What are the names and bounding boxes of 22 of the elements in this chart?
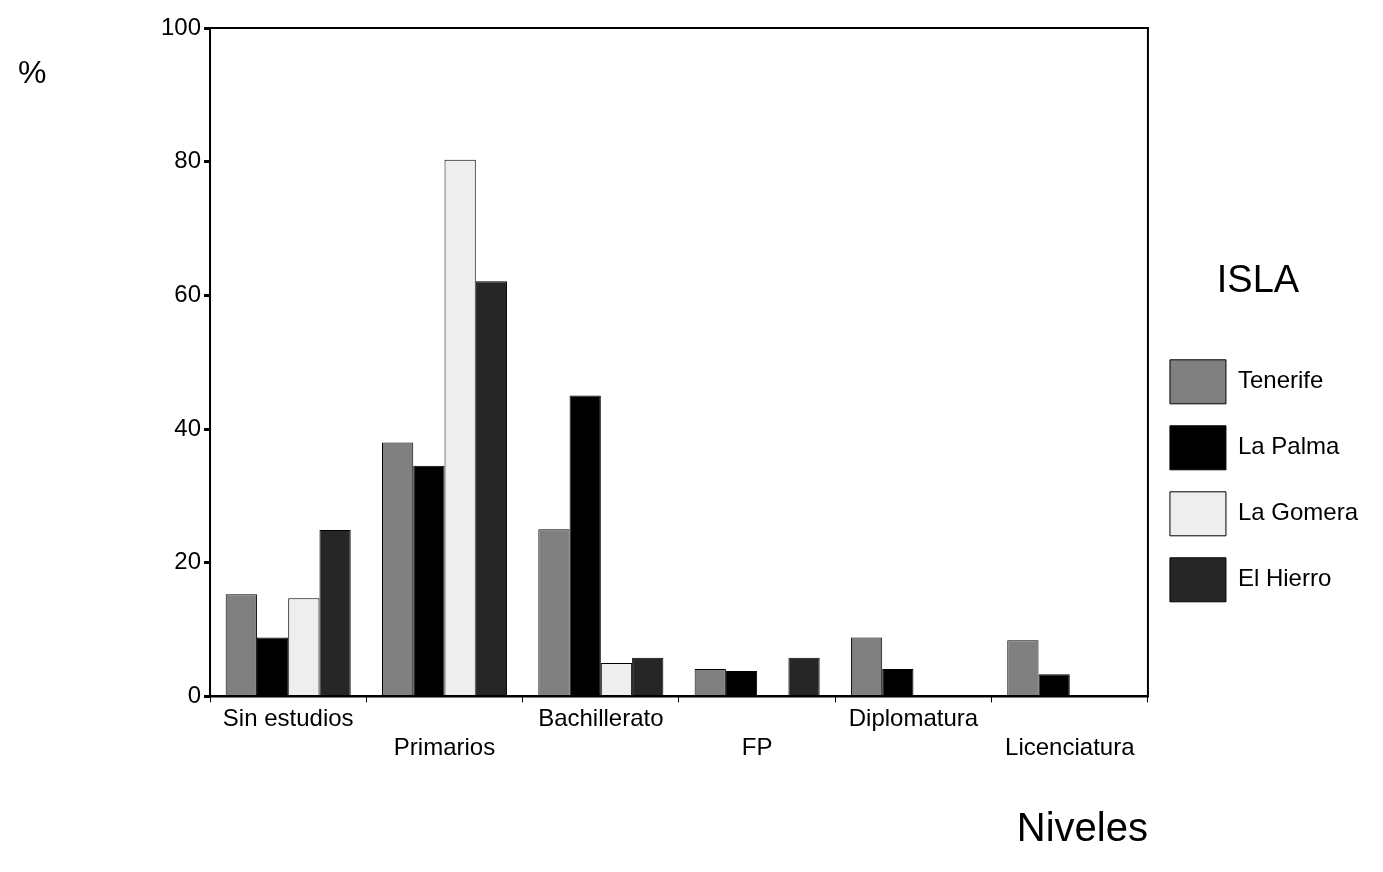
legend-label: La Palma — [1237, 432, 1340, 460]
y-tick-label: 40 — [174, 413, 202, 441]
x-tick-label: Sin estudios — [222, 704, 354, 732]
x-tick-label: Diplomatura — [848, 704, 979, 732]
legend-title: ISLA — [1216, 257, 1300, 300]
legend-label: La Gomera — [1237, 498, 1359, 526]
y-tick-label: 80 — [174, 146, 202, 174]
y-tick-label: 0 — [187, 681, 202, 709]
x-tick-label: FP — [741, 733, 773, 761]
legend-label: Tenerife — [1237, 366, 1324, 394]
x-tick-label: Primarios — [393, 733, 496, 761]
y-tick-label: 60 — [174, 279, 202, 307]
y-axis-title: % — [18, 53, 47, 90]
bar — [725, 671, 758, 695]
x-tick-label: Bachillerato — [538, 704, 664, 732]
x-tick-label: Licenciatura — [1005, 733, 1136, 761]
bar — [256, 637, 289, 695]
bar — [1038, 674, 1070, 695]
legend-label: El Hierro — [1237, 564, 1332, 592]
y-tick-label: 20 — [174, 547, 202, 575]
y-tick-label: 100 — [161, 12, 202, 40]
x-axis-title: Niveles — [1016, 805, 1148, 850]
